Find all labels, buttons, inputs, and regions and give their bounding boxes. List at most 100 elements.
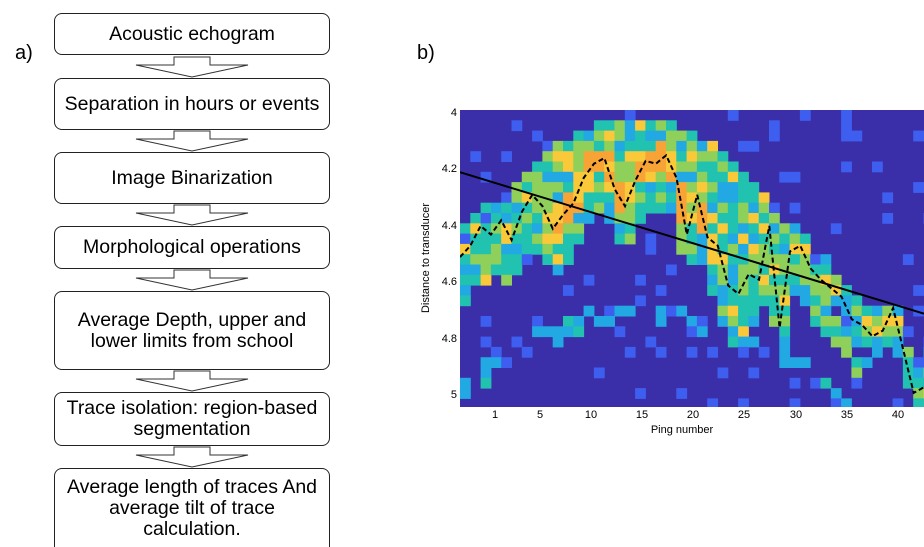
heatmap-cell bbox=[748, 141, 759, 152]
heatmap-cell bbox=[625, 162, 636, 173]
heatmap-cell bbox=[584, 275, 595, 286]
heatmap-cell bbox=[748, 306, 759, 317]
heatmap-cell bbox=[594, 141, 605, 152]
heatmap-cell bbox=[491, 244, 502, 255]
heatmap-cell bbox=[893, 347, 904, 358]
heatmap-cell bbox=[522, 234, 533, 245]
heatmap-cell bbox=[615, 131, 626, 142]
heatmap-cell bbox=[738, 398, 749, 407]
heatmap-cell bbox=[645, 244, 656, 255]
heatmap-cell bbox=[779, 337, 790, 348]
heatmap-cell bbox=[666, 182, 677, 193]
heatmap-cell bbox=[656, 131, 667, 142]
heatmap-cell bbox=[738, 347, 749, 358]
heatmap-cell bbox=[635, 295, 646, 306]
heatmap-cell bbox=[769, 254, 780, 265]
heatmap-cell bbox=[707, 347, 718, 358]
heatmap-cell bbox=[532, 182, 543, 193]
flow-arrow bbox=[134, 130, 250, 152]
heatmap-cell bbox=[584, 141, 595, 152]
heatmap-cell bbox=[604, 172, 615, 183]
heatmap-cell bbox=[872, 347, 883, 358]
x-tick-label: 35 bbox=[832, 409, 862, 421]
heatmap-cell bbox=[718, 151, 729, 162]
heatmap-cell bbox=[759, 347, 770, 358]
heatmap-cell bbox=[635, 120, 646, 131]
heatmap-cell bbox=[831, 295, 842, 306]
heatmap-cell bbox=[512, 192, 523, 203]
heatmap-cell bbox=[728, 213, 739, 224]
heatmap-cell bbox=[687, 326, 698, 337]
panel-b-label: b) bbox=[417, 42, 435, 65]
heatmap-cell bbox=[728, 275, 739, 286]
heatmap-cell bbox=[841, 398, 852, 407]
heatmap-cell bbox=[501, 192, 512, 203]
heatmap-cell bbox=[882, 306, 893, 317]
heatmap-cell bbox=[913, 357, 924, 368]
heatmap-cell bbox=[841, 162, 852, 173]
heatmap-cell bbox=[594, 316, 605, 327]
heatmap-cell bbox=[584, 306, 595, 317]
heatmap-cell bbox=[532, 172, 543, 183]
heatmap-cell bbox=[460, 223, 471, 234]
heatmap-cell bbox=[707, 151, 718, 162]
heatmap-cell bbox=[584, 151, 595, 162]
heatmap-cell bbox=[893, 398, 904, 407]
heatmap-cell bbox=[872, 306, 883, 317]
heatmap-cell bbox=[779, 326, 790, 337]
heatmap-cell bbox=[728, 295, 739, 306]
heatmap-cell bbox=[831, 316, 842, 327]
x-tick-label: 10 bbox=[576, 409, 606, 421]
heatmap-cell bbox=[697, 182, 708, 193]
heatmap-cell bbox=[851, 357, 862, 368]
heatmap-cell bbox=[903, 254, 914, 265]
flow-arrow bbox=[134, 204, 250, 226]
heatmap-cell bbox=[553, 337, 564, 348]
heatmap-cell bbox=[604, 316, 615, 327]
heatmap-cell bbox=[625, 131, 636, 142]
heatmap-cell bbox=[790, 234, 801, 245]
heatmap-cell bbox=[481, 275, 492, 286]
heatmap-cell bbox=[563, 192, 574, 203]
heatmap-cell bbox=[542, 172, 553, 183]
heatmap-cell bbox=[872, 162, 883, 173]
heatmap-cell bbox=[779, 295, 790, 306]
x-tick-label: 40 bbox=[883, 409, 913, 421]
heatmap-cell bbox=[707, 398, 718, 407]
heatmap-cell bbox=[738, 213, 749, 224]
heatmap-cell bbox=[913, 368, 924, 379]
heatmap-cell bbox=[790, 378, 801, 389]
heatmap-cell bbox=[553, 223, 564, 234]
heatmap-cell bbox=[625, 203, 636, 214]
heatmap-cell bbox=[718, 265, 729, 276]
heatmap-cell bbox=[882, 337, 893, 348]
step-image-binarization: Image Binarization bbox=[54, 152, 330, 204]
y-tick-label: 5 bbox=[427, 389, 457, 401]
heatmap-cell bbox=[656, 316, 667, 327]
heatmap-cell bbox=[831, 337, 842, 348]
heatmap-cell bbox=[913, 131, 924, 142]
heatmap-cell bbox=[542, 254, 553, 265]
heatmap-cell bbox=[553, 265, 564, 276]
heatmap-cell bbox=[573, 141, 584, 152]
heatmap-cell bbox=[676, 306, 687, 317]
heatmap-cell bbox=[604, 141, 615, 152]
heatmap-cell bbox=[790, 398, 801, 407]
heatmap-cell bbox=[872, 316, 883, 327]
heatmap-cell bbox=[841, 347, 852, 358]
heatmap-cell bbox=[645, 131, 656, 142]
heatmap-cell bbox=[841, 120, 852, 131]
heatmap-cell bbox=[573, 172, 584, 183]
heatmap-cell bbox=[481, 203, 492, 214]
heatmap-cell bbox=[748, 182, 759, 193]
heatmap-cell bbox=[460, 275, 471, 286]
heatmap-cell bbox=[460, 244, 471, 255]
heatmap-cell bbox=[779, 234, 790, 245]
heatmap-cell bbox=[728, 182, 739, 193]
heatmap-cell bbox=[790, 172, 801, 183]
x-axis-label: Ping number bbox=[612, 424, 752, 436]
heatmap-cell bbox=[821, 254, 832, 265]
heatmap-cell bbox=[594, 203, 605, 214]
heatmap-cell bbox=[481, 357, 492, 368]
heatmap-cell bbox=[738, 141, 749, 152]
